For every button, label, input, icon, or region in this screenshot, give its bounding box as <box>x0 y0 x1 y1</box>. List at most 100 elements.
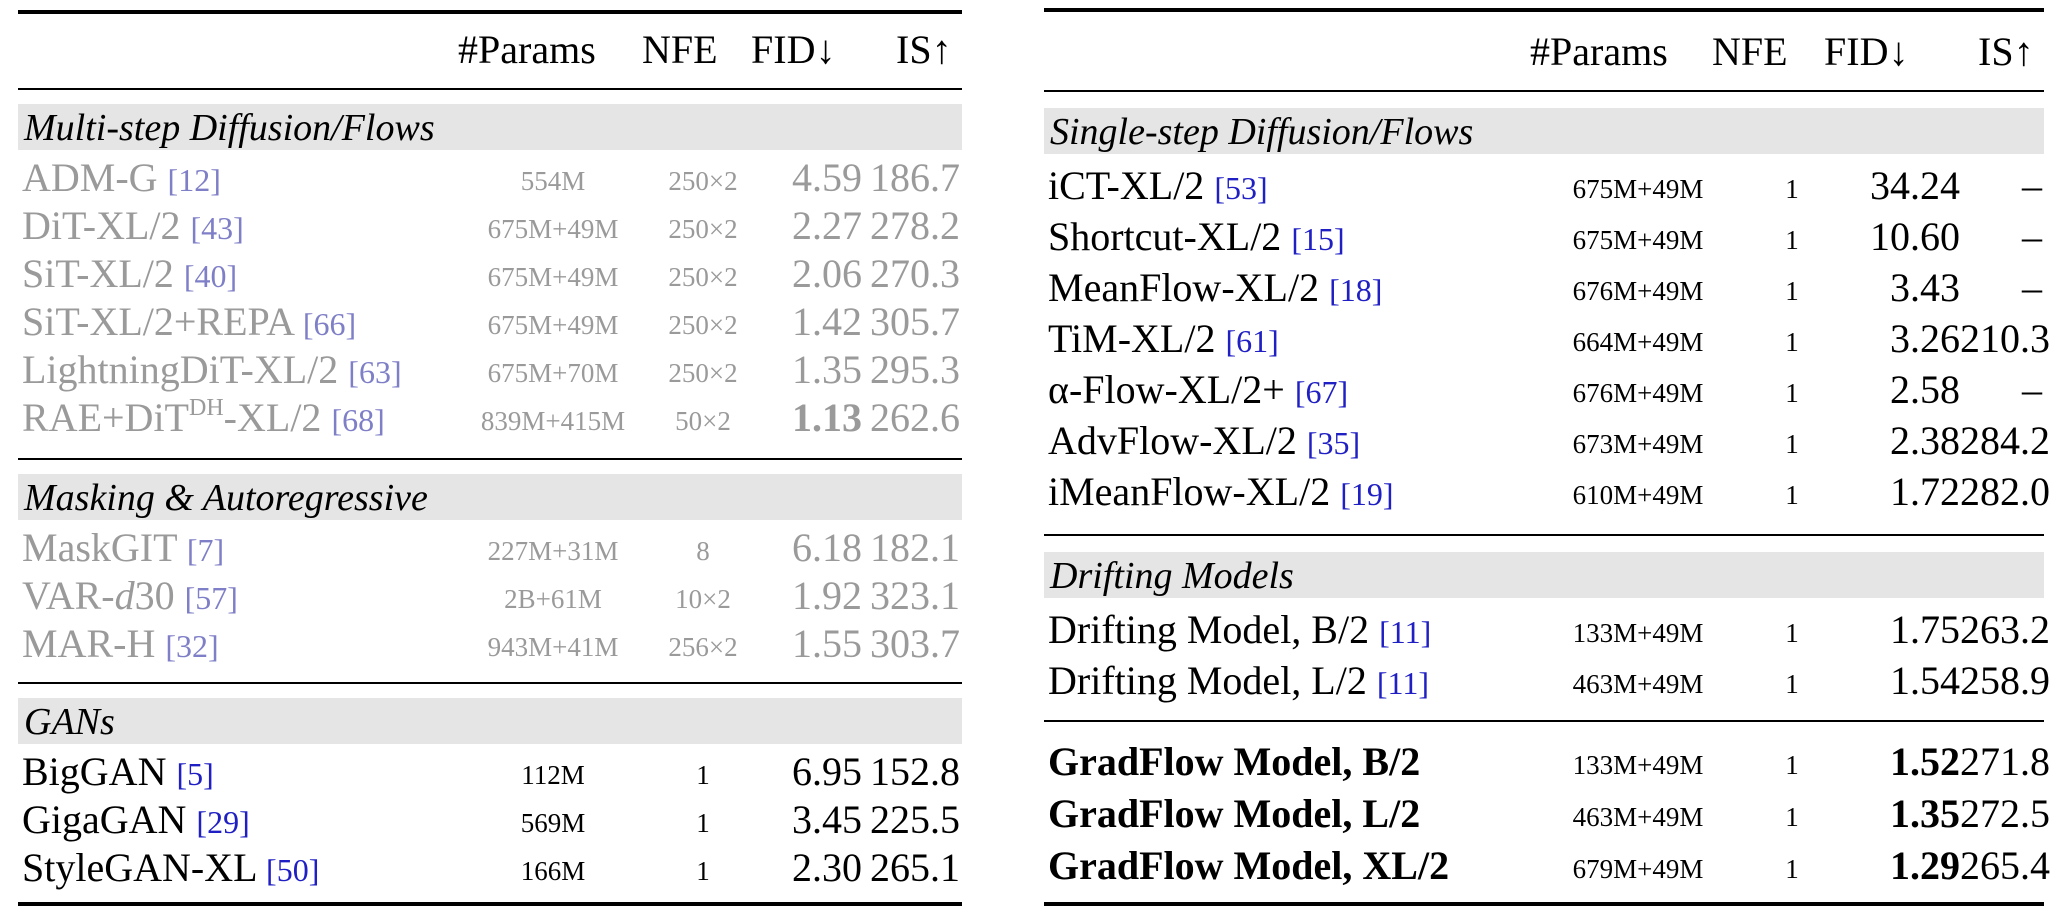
citation-link[interactable]: [63] <box>348 354 402 390</box>
nfe-cell: 1 <box>1785 174 1799 204</box>
model-name: -Flow-XL/2+ <box>1068 367 1285 412</box>
params-cell: 676M+49M <box>1572 276 1704 306</box>
citation-link[interactable]: [61] <box>1225 323 1279 359</box>
fid-cell: 1.29 <box>1890 843 1960 888</box>
fid-cell: 1.75 <box>1890 607 1960 652</box>
table-row: Shortcut-XL/2 [15] 675M+49M 1 10.60 – <box>1044 211 2044 261</box>
citation-link[interactable]: [11] <box>1379 614 1432 650</box>
citation-link[interactable]: [66] <box>302 306 357 342</box>
citation-link[interactable]: [43] <box>190 210 244 246</box>
section-rule <box>18 458 962 460</box>
citation-link[interactable]: [40] <box>183 258 238 294</box>
nfe-cell: 1 <box>696 808 710 838</box>
table-row: MeanFlow-XL/2 [18] 676M+49M 1 3.43 – <box>1044 262 2044 312</box>
is-cell: – <box>2022 163 2042 208</box>
is-cell: 323.1 <box>870 573 960 618</box>
params-cell: 463M+49M <box>1572 802 1704 832</box>
citation-link[interactable]: [15] <box>1291 221 1345 257</box>
table-row: iMeanFlow-XL/2 [19] 610M+49M 1 1.72 282.… <box>1044 466 2050 516</box>
table-row: StyleGAN-XL [50] 166M 1 2.30 265.1 <box>18 842 962 892</box>
table-row: α-Flow-XL/2+ [67] 676M+49M 1 2.58 – <box>1044 364 2044 414</box>
is-cell: 303.7 <box>870 621 960 666</box>
params-cell: 679M+49M <box>1572 854 1704 884</box>
is-cell: 295.3 <box>870 347 960 392</box>
citation-link[interactable]: [50] <box>266 852 320 888</box>
citation-link[interactable]: [68] <box>331 402 385 438</box>
model-name: BigGAN <box>22 749 167 794</box>
nfe-cell: 1 <box>1785 669 1799 699</box>
is-cell: 152.8 <box>870 749 960 794</box>
model-name: VAR- <box>22 573 115 618</box>
is-cell: 278.2 <box>870 203 960 248</box>
nfe-cell: 10×2 <box>675 584 731 614</box>
header-nfe: NFE <box>642 27 718 72</box>
table-row: MAR-H [32] 943M+41M 256×2 1.55 303.7 <box>18 618 962 668</box>
model-name-suffix: -XL/2 <box>223 395 322 440</box>
header-params: #Params <box>458 27 596 72</box>
nfe-cell: 8 <box>696 536 710 566</box>
model-name: iMeanFlow-XL/2 <box>1048 469 1331 514</box>
params-cell: 554M <box>520 166 586 196</box>
citation-link[interactable]: [5] <box>176 756 214 792</box>
nfe-cell: 1 <box>1785 618 1799 648</box>
model-name: MeanFlow-XL/2 <box>1048 265 1320 310</box>
model-name-suffix: 30 <box>134 573 175 618</box>
table-row: GradFlow Model, XL/2 679M+49M 1 1.29 265… <box>1044 840 2050 890</box>
citation-link[interactable]: [35] <box>1306 425 1361 461</box>
table-row: RAE+DiTDH-XL/2 [68] 839M+415M 50×2 1.13 … <box>18 392 962 442</box>
citation-link[interactable]: [19] <box>1340 476 1394 512</box>
is-cell: 210.3 <box>1960 316 2050 361</box>
citation-link[interactable]: [57] <box>184 580 238 616</box>
model-name: Drifting Model, B/2 <box>1048 607 1370 652</box>
params-cell: 133M+49M <box>1572 750 1704 780</box>
nfe-cell: 1 <box>696 856 710 886</box>
model-name-superscript: DH <box>189 395 224 421</box>
model-name: SiT-XL/2 <box>22 251 174 296</box>
section-rule <box>1044 534 2044 536</box>
model-name: iCT-XL/2 <box>1048 163 1205 208</box>
table-row: BigGAN [5] 112M 1 6.95 152.8 <box>18 746 962 796</box>
table-row: Drifting Model, B/2 [11] 133M+49M 1 1.75… <box>1044 604 2050 654</box>
fid-cell: 2.58 <box>1890 367 1960 412</box>
header-row: #Params NFE FID↓ IS↑ <box>1044 20 2044 76</box>
header-fid: FID↓ <box>751 27 836 72</box>
citation-link[interactable]: [18] <box>1329 272 1383 308</box>
fid-cell: 1.92 <box>792 573 862 618</box>
params-cell: 2B+61M <box>504 584 602 614</box>
section-title: Single-step Diffusion/Flows <box>1050 111 1474 153</box>
params-cell: 569M <box>520 808 586 838</box>
fid-cell: 4.59 <box>792 155 862 200</box>
is-cell: 284.2 <box>1960 418 2050 463</box>
table-row: VAR-d30 [57] 2B+61M 10×2 1.92 323.1 <box>18 570 962 620</box>
table-row: LightningDiT-XL/2 [63] 675M+70M 250×2 1.… <box>18 344 962 394</box>
section-title: GANs <box>24 701 115 743</box>
section-singlestep: Single-step Diffusion/Flows <box>1044 108 2044 154</box>
params-cell: 675M+49M <box>487 310 619 340</box>
model-name: MAR-H <box>22 621 156 666</box>
citation-link[interactable]: [67] <box>1294 374 1349 410</box>
table-row: iCT-XL/2 [53] 675M+49M 1 34.24 – <box>1044 160 2044 210</box>
citation-link[interactable]: [32] <box>165 628 219 664</box>
citation-link[interactable]: [29] <box>196 804 250 840</box>
model-name: StyleGAN-XL <box>22 845 257 890</box>
nfe-cell: 250×2 <box>668 166 738 196</box>
citation-link[interactable]: [11] <box>1376 665 1429 701</box>
fid-cell: 10.60 <box>1870 214 1960 259</box>
model-name: Drifting Model, L/2 <box>1048 658 1367 703</box>
table-row: GradFlow Model, L/2 463M+49M 1 1.35 272.… <box>1044 788 2050 838</box>
citation-link[interactable]: [12] <box>167 162 221 198</box>
nfe-cell: 250×2 <box>668 262 738 292</box>
table-row: GigaGAN [29] 569M 1 3.45 225.5 <box>18 794 962 844</box>
is-cell: 305.7 <box>870 299 960 344</box>
section-title: Masking & Autoregressive <box>24 477 428 519</box>
model-name: GradFlow Model, XL/2 <box>1048 843 1450 888</box>
section-multistep: Multi-step Diffusion/Flows <box>18 104 962 150</box>
citation-link[interactable]: [7] <box>186 532 225 568</box>
model-name-italic: d <box>114 573 135 618</box>
model-name: DiT-XL/2 <box>22 203 181 248</box>
fid-cell: 1.13 <box>792 395 862 440</box>
fid-cell: 6.18 <box>792 525 862 570</box>
model-name-alpha: α <box>1048 367 1069 412</box>
is-cell: 272.5 <box>1960 791 2050 836</box>
citation-link[interactable]: [53] <box>1214 170 1268 206</box>
